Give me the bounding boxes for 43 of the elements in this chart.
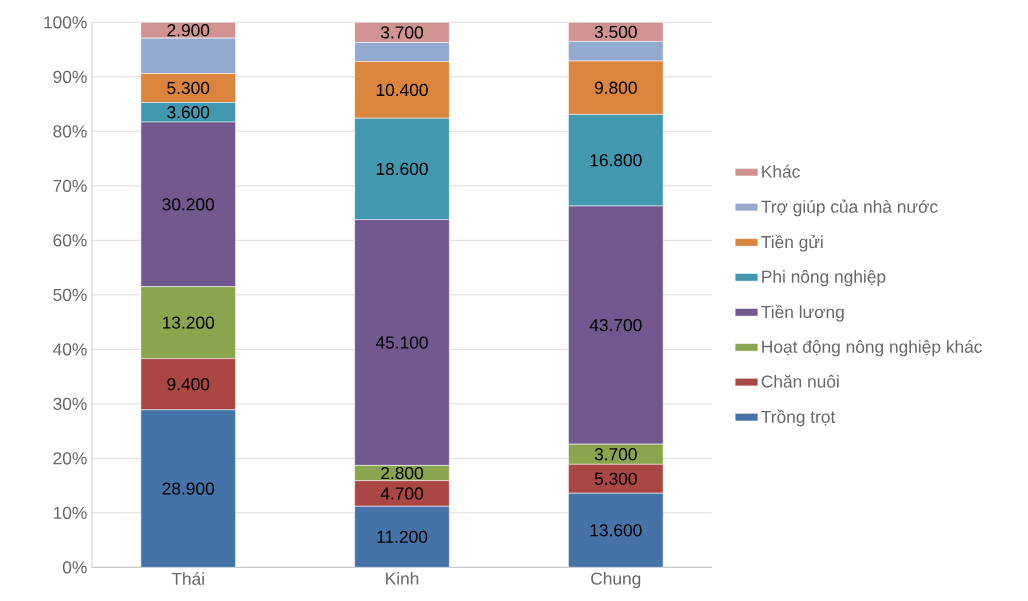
legend-label: Trồng trọt	[761, 409, 836, 427]
data-label: 3.500	[594, 25, 637, 38]
data-label: 43.700	[589, 318, 642, 332]
data-label: 30.200	[162, 198, 215, 211]
legend-label: Tiền gửi	[761, 234, 823, 252]
y-tick-label: 90%	[53, 70, 87, 83]
y-tick-label: 20%	[53, 452, 87, 465]
y-tick-label: 60%	[53, 234, 87, 247]
data-label: 2.800	[381, 466, 424, 480]
y-tick-label: 0%	[62, 561, 87, 574]
data-label: 4.700	[380, 487, 424, 500]
data-label: 9.400	[167, 377, 210, 391]
y-tick-label: 40%	[53, 343, 87, 356]
data-label: 3.700	[594, 447, 637, 461]
data-label: 10.400	[376, 83, 428, 96]
legend-label: Trợ giúp của nhà nước	[761, 199, 938, 217]
x-tick-label: Thái	[171, 571, 204, 585]
data-label: 18.600	[376, 162, 428, 175]
y-tick-label: 70%	[53, 179, 87, 192]
data-label: 13.200	[163, 316, 215, 329]
y-tick-label: 50%	[53, 288, 87, 301]
data-label: 28.900	[162, 482, 215, 495]
y-tick-label: 10%	[53, 506, 87, 519]
data-label: 16.800	[590, 153, 642, 167]
y-tick-label: 100%	[44, 16, 87, 29]
data-label: 13.600	[590, 523, 642, 537]
data-label: 9.800	[594, 81, 637, 94]
x-tick-label: Kinh	[386, 571, 419, 585]
legend-label: Hoạt động nông nghiệp khác	[762, 339, 982, 357]
data-label: 5.300	[167, 81, 210, 94]
legend-label: Chăn nuôi	[761, 374, 839, 388]
data-label: 3.700	[380, 26, 424, 39]
data-label: 11.200	[377, 530, 428, 543]
y-tick-label: 80%	[53, 125, 87, 138]
data-label: 2.900	[167, 23, 210, 37]
data-label: 5.300	[594, 472, 637, 485]
x-tick-label: Chung	[591, 571, 641, 589]
y-tick-label: 30%	[53, 397, 87, 410]
legend-label: Phi nông nghiệp	[762, 269, 886, 287]
legend-label: Khác	[762, 164, 800, 178]
legend-label: Tiền lương	[761, 304, 844, 322]
data-label: 45.100	[375, 336, 428, 349]
data-label: 3.600	[167, 105, 210, 119]
